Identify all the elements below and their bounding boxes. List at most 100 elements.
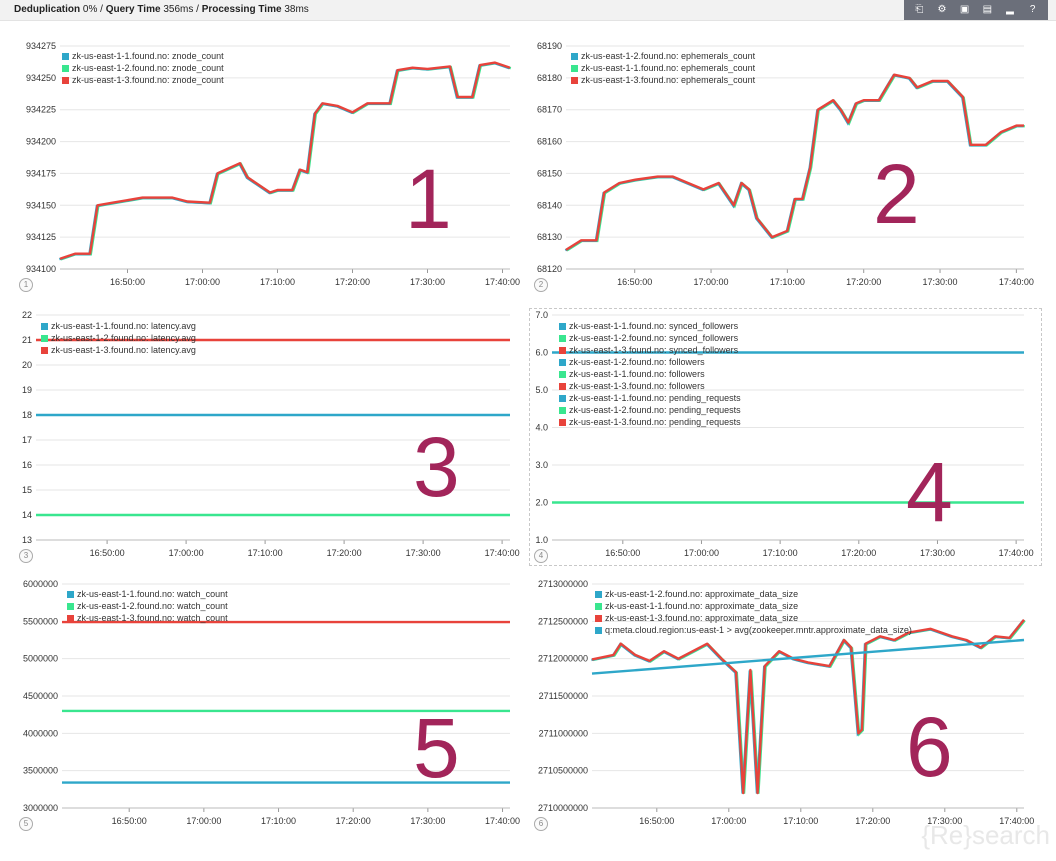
legend-label: zk-us-east-1-1.found.no: watch_count — [77, 589, 228, 599]
legend-label: zk-us-east-1-2.found.no: approximate_dat… — [605, 589, 799, 599]
legend-swatch — [559, 346, 566, 354]
legend-item[interactable]: zk-us-east-1-3.found.no: followers — [559, 380, 741, 392]
legend-swatch — [559, 370, 566, 378]
legend-item[interactable]: zk-us-east-1-1.found.no: watch_count — [67, 588, 228, 600]
y-tick-label: 68170 — [537, 105, 562, 115]
panel-index-badge[interactable]: 3 — [19, 549, 33, 563]
legend-item[interactable]: zk-us-east-1-3.found.no: synced_follower… — [559, 344, 741, 356]
processing-time-label: Processing Time — [201, 4, 282, 15]
legend-item[interactable]: zk-us-east-1-1.found.no: approximate_dat… — [595, 600, 912, 612]
y-tick-label: 22 — [22, 310, 32, 320]
y-tick-label: 17 — [22, 435, 32, 445]
legend-swatch — [571, 76, 578, 84]
legend-item[interactable]: zk-us-east-1-3.found.no: znode_count — [62, 74, 224, 86]
chart-icon[interactable]: ▂ — [1006, 4, 1014, 15]
y-tick-label: 2.0 — [535, 498, 548, 508]
x-tick-label: 17:00:00 — [711, 816, 746, 826]
legend-label: zk-us-east-1-1.found.no: synced_follower… — [569, 321, 739, 331]
panel-number-annotation: 2 — [873, 147, 920, 241]
y-tick-label: 7.0 — [535, 310, 548, 320]
legend-label: zk-us-east-1-1.found.no: znode_count — [72, 51, 224, 61]
y-tick-label: 2711000000 — [539, 728, 588, 738]
x-tick-label: 17:40:00 — [999, 548, 1034, 558]
legend-label: q:meta.cloud.region:us-east-1 > avg(zook… — [605, 625, 912, 635]
chart-panel-5[interactable]: 3000000 3500000 4000000 4500000 5000000 55000… — [0, 578, 528, 840]
x-tick-label: 17:10:00 — [770, 277, 805, 287]
y-tick-label: 13 — [22, 535, 32, 545]
legend-swatch — [559, 334, 566, 342]
legend-swatch — [67, 614, 74, 622]
legend-item[interactable]: zk-us-east-1-2.found.no: approximate_dat… — [595, 588, 912, 600]
y-tick-label: 21 — [22, 335, 32, 345]
panel-index-badge[interactable]: 5 — [19, 817, 33, 831]
help-icon[interactable]: ? — [1029, 4, 1036, 15]
panel-number-annotation: 5 — [413, 701, 460, 795]
x-tick-label: 17:30:00 — [920, 548, 955, 558]
y-tick-label: 934150 — [26, 200, 56, 210]
chart-4-svg: 1.0 2.0 3.0 4.0 5.0 6.0 7.0 16:50:00 17:00:00 17:… — [535, 310, 1034, 558]
legend-item[interactable]: zk-us-east-1-1.found.no: latency.avg — [41, 320, 196, 332]
legend-item[interactable]: q:meta.cloud.region:us-east-1 > avg(zook… — [595, 624, 912, 636]
legend-item[interactable]: zk-us-east-1-3.found.no: pending_request… — [559, 416, 741, 428]
panel-index-badge[interactable]: 6 — [534, 817, 548, 831]
chart-panel-4[interactable]: 1.0 2.0 3.0 4.0 5.0 6.0 7.0 16:50:00 17:00:00 17:… — [528, 308, 1056, 570]
series-line — [59, 61, 511, 260]
legend-item[interactable]: zk-us-east-1-1.found.no: synced_follower… — [559, 320, 741, 332]
y-tick-label: 4.0 — [535, 423, 548, 433]
legend-label: zk-us-east-1-2.found.no: pending_request… — [569, 405, 741, 415]
panel-number-annotation: 3 — [413, 420, 460, 514]
x-tick-label: 17:00:00 — [186, 816, 221, 826]
legend-swatch — [595, 602, 602, 610]
folder-icon[interactable]: ▤ — [982, 4, 993, 15]
legend-item[interactable]: zk-us-east-1-2.found.no: latency.avg — [41, 332, 196, 344]
legend-item[interactable]: zk-us-east-1-1.found.no: followers — [559, 368, 741, 380]
legend-item[interactable]: zk-us-east-1-3.found.no: ephemerals_coun… — [571, 74, 755, 86]
legend-label: zk-us-east-1-3.found.no: watch_count — [77, 613, 228, 623]
legend-item[interactable]: zk-us-east-1-2.found.no: synced_follower… — [559, 332, 741, 344]
legend: zk-us-east-1-1.found.no: latency.avg zk-u… — [41, 320, 196, 356]
chart-panel-3[interactable]: 13 14 15 16 17 18 19 20 21 22 16:50:00 17:00:00 17:1… — [0, 308, 528, 570]
panel-index-badge[interactable]: 1 — [19, 278, 33, 292]
legend-label: zk-us-east-1-1.found.no: ephemerals_coun… — [581, 63, 756, 73]
legend-item[interactable]: zk-us-east-1-2.found.no: znode_count — [62, 62, 224, 74]
legend-swatch — [41, 346, 48, 354]
y-tick-label: 934250 — [26, 73, 56, 83]
legend-swatch — [67, 602, 74, 610]
x-tick-label: 17:10:00 — [763, 548, 798, 558]
chart-panel-2[interactable]: 68120 68130 68140 68150 68160 68170 68180 68190… — [528, 32, 1056, 294]
gear-icon[interactable]: ⚙ — [937, 4, 947, 15]
legend-item[interactable]: zk-us-east-1-3.found.no: watch_count — [67, 612, 228, 624]
chart-1-svg: 934100 934125 934150 934175 934200 934225 9342… — [26, 41, 520, 287]
legend-label: zk-us-east-1-2.found.no: watch_count — [77, 601, 228, 611]
legend-item[interactable]: zk-us-east-1-3.found.no: latency.avg — [41, 344, 196, 356]
chart-panel-6[interactable]: 2710000000 2710500000 2711000000 2711500000… — [528, 578, 1056, 840]
panel-index-badge[interactable]: 2 — [534, 278, 548, 292]
y-tick-label: 3500000 — [23, 766, 58, 776]
x-tick-label: 17:20:00 — [335, 277, 370, 287]
legend-item[interactable]: zk-us-east-1-2.found.no: followers — [559, 356, 741, 368]
legend-item[interactable]: zk-us-east-1-1.found.no: znode_count — [62, 50, 224, 62]
y-tick-label: 18 — [22, 410, 32, 420]
legend-item[interactable]: zk-us-east-1-1.found.no: ephemerals_coun… — [571, 62, 755, 74]
x-tick-label: 17:10:00 — [783, 816, 818, 826]
research-watermark: {Re}search — [921, 820, 1050, 850]
legend-swatch — [595, 626, 602, 634]
x-tick-label: 17:00:00 — [694, 277, 729, 287]
legend-item[interactable]: zk-us-east-1-1.found.no: pending_request… — [559, 392, 741, 404]
processing-time-value: 38ms — [284, 4, 309, 15]
panel-number-annotation: 4 — [906, 445, 953, 539]
legend-item[interactable]: zk-us-east-1-2.found.no: watch_count — [67, 600, 228, 612]
y-tick-label: 934225 — [26, 105, 56, 115]
x-tick-label: 17:30:00 — [406, 548, 441, 558]
y-tick-label: 15 — [22, 485, 32, 495]
export-icon[interactable]: ⎗ — [915, 4, 924, 15]
legend-item[interactable]: zk-us-east-1-2.found.no: ephemerals_coun… — [571, 50, 755, 62]
legend-item[interactable]: zk-us-east-1-3.found.no: approximate_dat… — [595, 612, 912, 624]
y-tick-label: 2711500000 — [539, 691, 588, 701]
legend-item[interactable]: zk-us-east-1-2.found.no: pending_request… — [559, 404, 741, 416]
legend-label: zk-us-east-1-2.found.no: latency.avg — [51, 333, 196, 343]
y-tick-label: 14 — [22, 510, 32, 520]
save-icon[interactable]: ▣ — [959, 4, 970, 15]
chart-panel-1[interactable]: 934100 934125 934150 934175 934200 934225 9342… — [0, 32, 528, 294]
panel-index-badge[interactable]: 4 — [534, 549, 548, 563]
